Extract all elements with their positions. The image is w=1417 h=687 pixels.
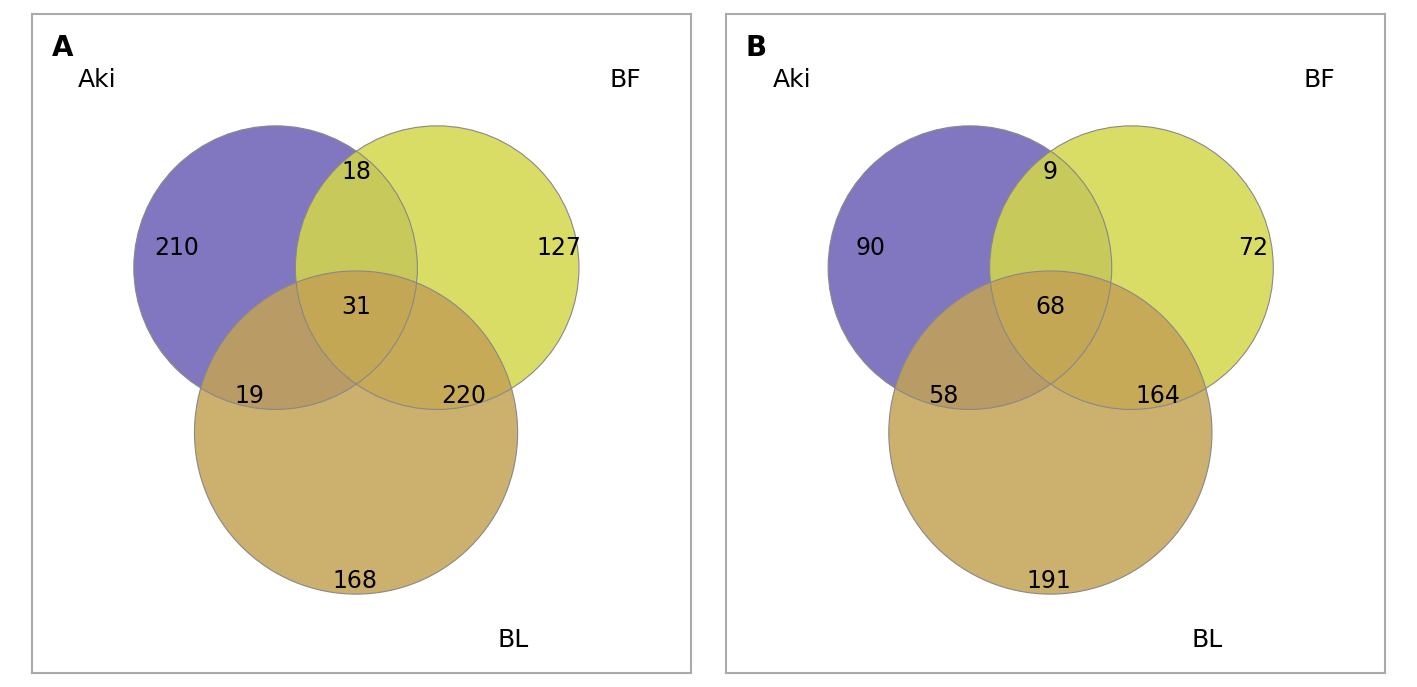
Circle shape	[295, 126, 580, 409]
Text: 68: 68	[1036, 295, 1066, 319]
Text: A: A	[51, 34, 72, 62]
Text: BF: BF	[1304, 68, 1335, 91]
Text: Aki: Aki	[772, 68, 811, 91]
Text: 90: 90	[856, 236, 886, 260]
Text: 18: 18	[341, 160, 371, 184]
Text: 164: 164	[1135, 384, 1180, 408]
Text: 19: 19	[234, 384, 264, 408]
Circle shape	[888, 271, 1212, 594]
Text: Aki: Aki	[78, 68, 116, 91]
Circle shape	[828, 126, 1112, 409]
Text: 191: 191	[1027, 569, 1071, 593]
Circle shape	[133, 126, 418, 409]
Text: BL: BL	[497, 629, 529, 652]
Text: 72: 72	[1238, 236, 1268, 260]
Text: 58: 58	[928, 384, 959, 408]
Text: BL: BL	[1192, 629, 1223, 652]
Text: 168: 168	[332, 569, 377, 593]
Circle shape	[194, 271, 517, 594]
Text: 220: 220	[441, 384, 486, 408]
Circle shape	[989, 126, 1274, 409]
Text: BF: BF	[609, 68, 640, 91]
Text: 127: 127	[537, 236, 581, 260]
Text: 210: 210	[154, 236, 200, 260]
Text: B: B	[745, 34, 767, 62]
Text: 31: 31	[341, 295, 371, 319]
Text: 9: 9	[1043, 160, 1058, 184]
